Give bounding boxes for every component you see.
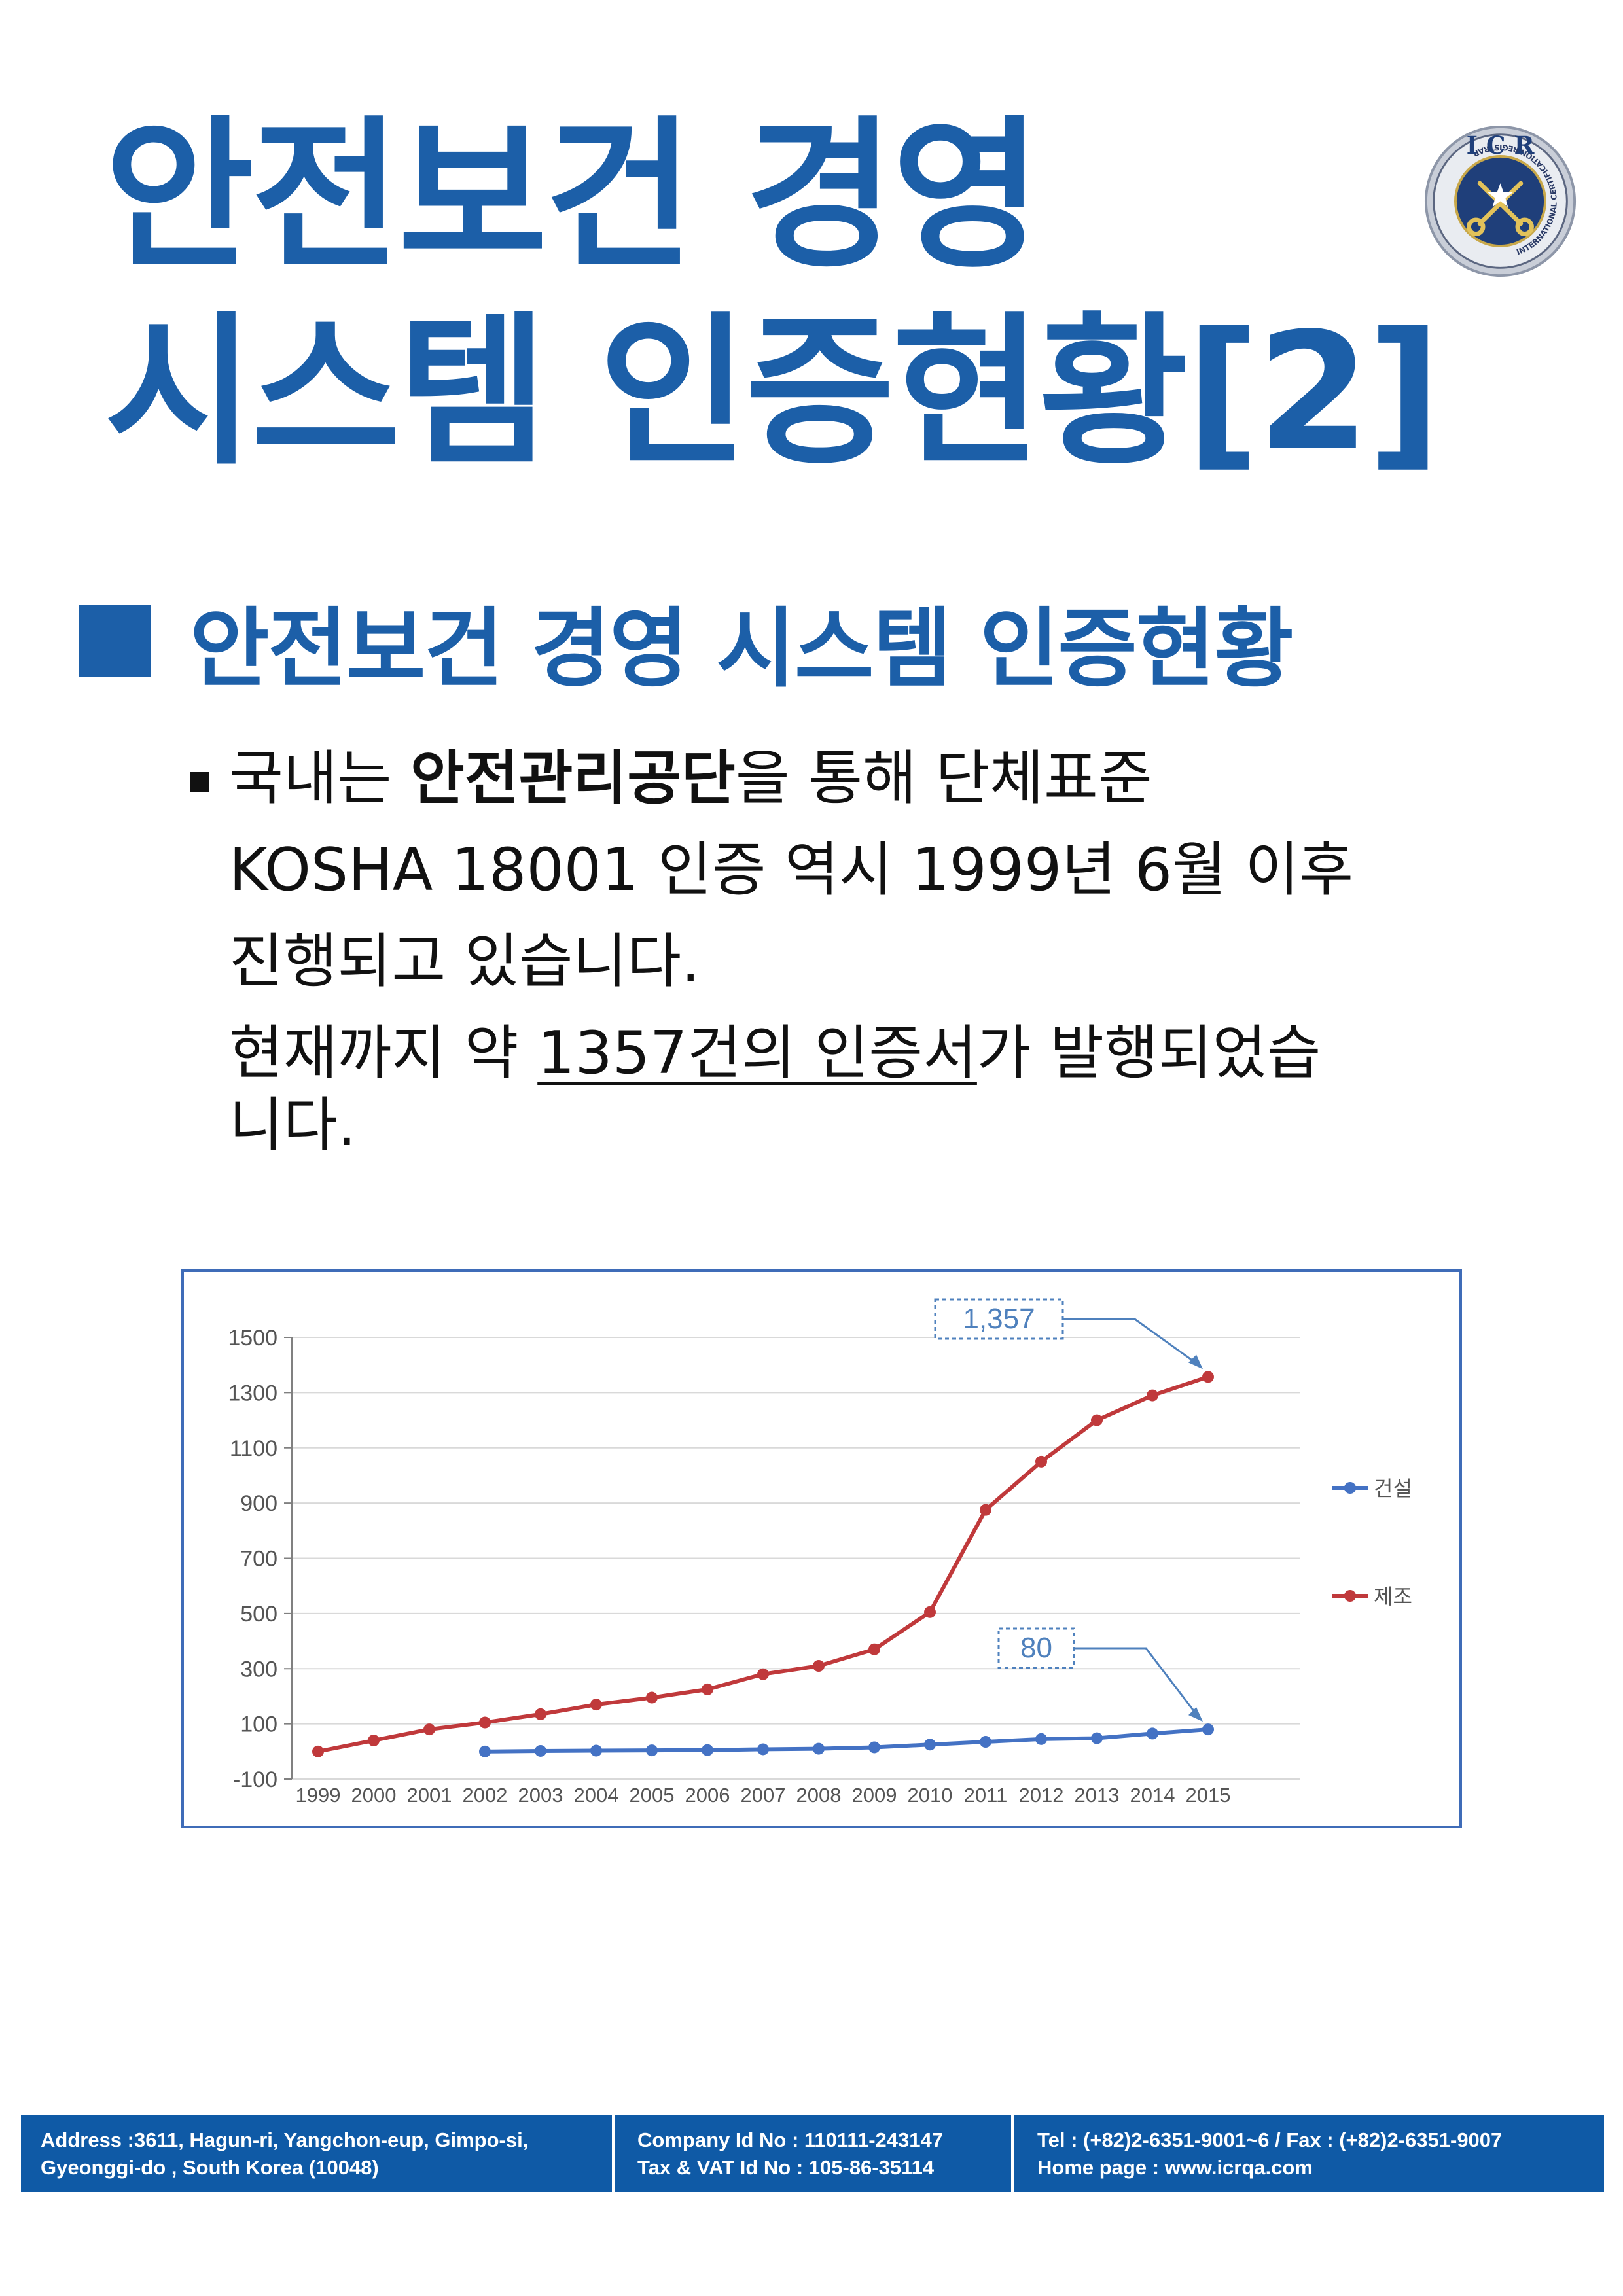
y-tick-label: 1300	[228, 1381, 277, 1405]
annotation-arrowhead	[1188, 1707, 1203, 1722]
data-point	[590, 1744, 602, 1757]
footer-address: Address :3611, Hagun-ri, Yangchon-eup, G…	[41, 2128, 529, 2179]
certificate-count: 1357건의 인증서	[537, 1019, 977, 1087]
x-tick-label: 2015	[1186, 1784, 1231, 1807]
data-point	[1147, 1389, 1158, 1402]
icr-logo: INTERNATIONAL CERTIFICATION REGISTRAR I …	[1424, 125, 1577, 277]
series-line-1	[484, 1727, 1209, 1754]
data-point	[702, 1744, 713, 1756]
body-line-1: 국내는 안전관리공단을 통해 단체표준	[229, 744, 1152, 813]
kosha-name: 안전관리공단	[410, 744, 736, 813]
data-point	[646, 1744, 658, 1757]
data-point	[479, 1716, 491, 1729]
x-tick-label: 2002	[463, 1784, 508, 1807]
y-tick-label: 1500	[228, 1326, 277, 1351]
x-tick-label: 2009	[852, 1784, 897, 1807]
data-point	[1035, 1455, 1047, 1468]
x-tick-label: 1999	[296, 1784, 341, 1807]
title-line-1: 안전보건 경영	[105, 102, 1041, 291]
star-icon	[1487, 183, 1514, 207]
data-point	[702, 1683, 713, 1695]
section-heading-text: 안전보건 경영 시스템 인증현황	[190, 598, 1294, 699]
data-point	[646, 1691, 658, 1704]
data-point	[868, 1643, 880, 1655]
x-tick-label: 2014	[1130, 1784, 1175, 1807]
annotation-leader	[1074, 1647, 1200, 1718]
legend-marker	[1344, 1482, 1356, 1494]
data-point	[479, 1745, 491, 1757]
x-tick-label: 2006	[685, 1784, 730, 1807]
certification-line-chart: 1500 1300 1100 900 700 500 300 100 -100 1999 2000 2…	[181, 1269, 1462, 1828]
x-tick-label: 2001	[407, 1784, 452, 1807]
y-tick-label: 500	[240, 1602, 277, 1627]
logo-letters: I C R	[1467, 131, 1535, 160]
data-point	[757, 1743, 769, 1756]
data-point	[1091, 1414, 1103, 1426]
data-point	[813, 1742, 825, 1755]
data-point	[1202, 1371, 1214, 1383]
y-tick-label: 900	[240, 1491, 277, 1516]
body-text: 국내는 안전관리공단을 통해 단체표준 KOSHA 18001 인증 역시 19…	[190, 733, 1544, 1171]
legend-label: 건설	[1374, 1476, 1412, 1501]
square-bullet-icon	[79, 605, 151, 677]
data-point	[368, 1734, 380, 1746]
title-line-2: 시스템 인증현황[2]	[105, 298, 1442, 487]
data-point	[590, 1699, 602, 1711]
series-line-2	[317, 1375, 1209, 1754]
legend-marker	[1344, 1590, 1356, 1602]
x-tick-label: 2000	[351, 1784, 397, 1807]
keys-icon	[1467, 181, 1534, 236]
data-point	[868, 1741, 880, 1754]
y-tick-label: 700	[240, 1547, 277, 1572]
page-title: 안전보건 경영 시스템 인증현황[2]	[105, 98, 1442, 491]
data-point	[1091, 1732, 1103, 1744]
x-tick-label: 2008	[796, 1784, 842, 1807]
y-tick-label: 1100	[230, 1436, 277, 1461]
data-point	[980, 1736, 991, 1748]
y-tick-label: -100	[233, 1767, 277, 1792]
section-heading: 안전보건 경영 시스템 인증현황	[79, 592, 1294, 699]
body-line-2: KOSHA 18001 인증 역시 1999년 6월 이후	[229, 836, 1353, 904]
data-point	[535, 1708, 546, 1720]
annotation-arrowhead	[1188, 1354, 1203, 1369]
body-line-4: 현재까지 약 1357건의 인증서가 발행되었습	[229, 1019, 1321, 1087]
small-square-bullet-icon	[190, 772, 209, 792]
x-tick-label: 2011	[964, 1784, 1008, 1807]
y-tick-label: 100	[240, 1712, 277, 1737]
data-point	[535, 1744, 546, 1757]
x-tick-label: 2013	[1075, 1784, 1120, 1807]
data-point	[1035, 1733, 1047, 1745]
x-tick-label: 2005	[630, 1784, 675, 1807]
body-line-3: 진행되고 있습니다.	[229, 927, 700, 996]
x-tick-label: 2003	[518, 1784, 563, 1807]
x-tick-label: 2004	[574, 1784, 619, 1807]
x-tick-label: 2010	[908, 1784, 953, 1807]
footer-contact: Tel : (+82)2-6351-9001~6 / Fax : (+82)2-…	[1037, 2127, 1502, 2181]
legend-label: 제조	[1374, 1584, 1412, 1609]
annotation-label: 1,357	[963, 1303, 1035, 1335]
data-point	[924, 1739, 936, 1751]
homepage-link[interactable]: Home page : www.icrqa.com	[1037, 2156, 1313, 2179]
data-point	[312, 1745, 324, 1757]
footer-divider	[1011, 2115, 1014, 2192]
x-tick-label: 2012	[1019, 1784, 1064, 1807]
footer-divider	[612, 2115, 615, 2192]
data-point	[1147, 1727, 1158, 1740]
chart-svg: 1500 1300 1100 900 700 500 300 100 -100 1999 2000 2…	[228, 1298, 1412, 1807]
annotation-label: 80	[1020, 1632, 1052, 1664]
data-point	[1202, 1723, 1214, 1736]
footer: Address :3611, Hagun-ri, Yangchon-eup, G…	[21, 2115, 1604, 2192]
body-line-5: 니다.	[229, 1091, 357, 1159]
footer-company: Company Id No : 110111-243147 Tax & VAT …	[637, 2128, 943, 2179]
x-tick-label: 2007	[741, 1784, 786, 1807]
annotation-leader	[1063, 1318, 1200, 1366]
data-point	[757, 1668, 769, 1680]
y-tick-label: 300	[240, 1657, 277, 1682]
data-point	[924, 1606, 936, 1618]
data-point	[813, 1660, 825, 1672]
data-point	[423, 1723, 435, 1736]
data-point	[980, 1504, 991, 1516]
